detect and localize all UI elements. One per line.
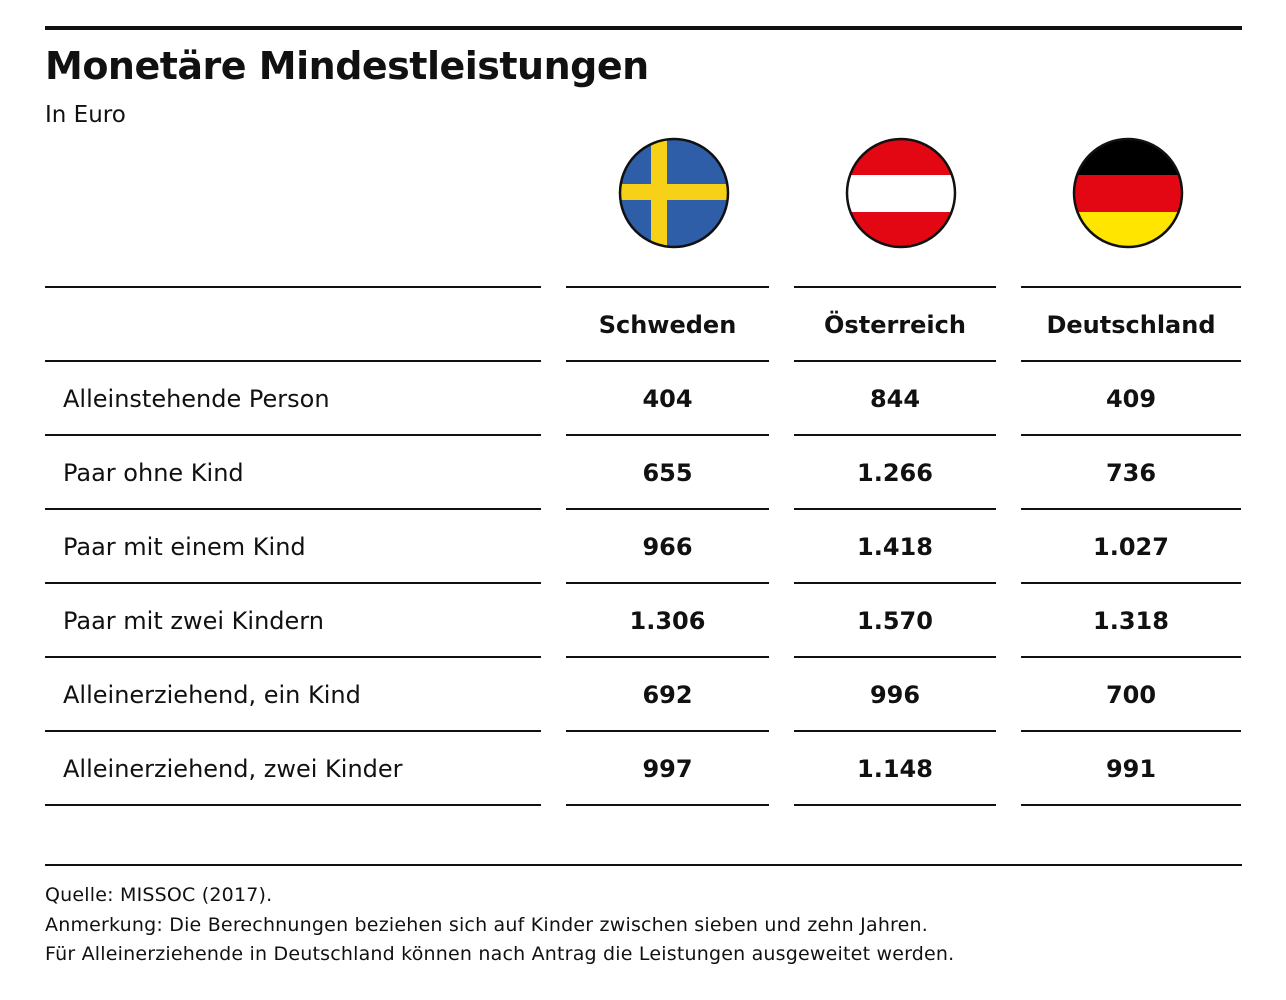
- row-label-paar-ohne-kind: Paar ohne Kind: [63, 459, 244, 487]
- value-cell-oesterreich: 1.570: [857, 607, 933, 635]
- value-cell-deutschland: 1.027: [1093, 533, 1169, 561]
- table-rule: [1021, 508, 1241, 510]
- table-rule: [45, 360, 541, 362]
- value-cell-deutschland: 736: [1105, 459, 1157, 487]
- value-cell-deutschland: 1.318: [1093, 607, 1169, 635]
- table-rule: [794, 730, 996, 732]
- table-rule: [566, 286, 769, 288]
- table-rule: [794, 582, 996, 584]
- table-rule: [566, 656, 769, 658]
- table-rule: [566, 804, 769, 806]
- table-rule: [794, 804, 996, 806]
- table-rule: [1021, 286, 1241, 288]
- table-rule: [794, 656, 996, 658]
- value-cell-oesterreich: 996: [869, 681, 921, 709]
- value-cell-deutschland: 700: [1105, 681, 1157, 709]
- table-rule: [45, 582, 541, 584]
- value-cell-schweden: 692: [642, 681, 693, 709]
- row-label-alleinerziehend-ein-kind: Alleinerziehend, ein Kind: [63, 681, 361, 709]
- value-cell-oesterreich: 1.148: [857, 755, 933, 783]
- sweden-flag-icon: [618, 137, 730, 249]
- table-rule: [45, 286, 541, 288]
- table-rule: [566, 434, 769, 436]
- table-rule: [794, 508, 996, 510]
- value-cell-schweden: 1.306: [629, 607, 706, 635]
- table-rule: [794, 360, 996, 362]
- chart-subtitle: In Euro: [45, 102, 126, 128]
- value-cell-schweden: 997: [642, 755, 693, 783]
- table-rule: [1021, 730, 1241, 732]
- table-rule: [45, 730, 541, 732]
- row-label-alleinerziehend-zwei-kinder: Alleinerziehend, zwei Kinder: [63, 755, 403, 783]
- row-label-paar-mit-einem-kind: Paar mit einem Kind: [63, 533, 306, 561]
- table-rule: [45, 656, 541, 658]
- table-rule: [1021, 360, 1241, 362]
- value-cell-oesterreich: 1.418: [857, 533, 933, 561]
- table-rule: [566, 582, 769, 584]
- germany-flag-icon: [1072, 137, 1184, 249]
- row-label-alleinstehende-person: Alleinstehende Person: [63, 385, 330, 413]
- top-rule: [45, 26, 1242, 30]
- table-rule: [566, 730, 769, 732]
- value-cell-oesterreich: 844: [869, 385, 921, 413]
- table-rule: [45, 508, 541, 510]
- table-rule: [1021, 434, 1241, 436]
- footer-rule: [45, 864, 1242, 866]
- value-cell-schweden: 404: [642, 385, 693, 413]
- table-rule: [566, 508, 769, 510]
- annotation-note-2: Für Alleinerziehende in Deutschland könn…: [45, 943, 955, 965]
- chart-title: Monetäre Mindestleistungen: [45, 44, 649, 88]
- column-header-deutschland: Deutschland: [1046, 311, 1216, 339]
- value-cell-schweden: 655: [642, 459, 693, 487]
- table-rule: [794, 286, 996, 288]
- table-rule: [1021, 582, 1241, 584]
- table-rule: [1021, 656, 1241, 658]
- source-note: Quelle: MISSOC (2017).: [45, 884, 273, 906]
- value-cell-schweden: 966: [642, 533, 693, 561]
- column-header-oesterreich: Österreich: [824, 311, 966, 339]
- annotation-note: Anmerkung: Die Berechnungen beziehen sic…: [45, 914, 929, 936]
- value-cell-deutschland: 409: [1105, 385, 1157, 413]
- value-cell-deutschland: 991: [1105, 755, 1157, 783]
- table-rule: [45, 804, 541, 806]
- row-label-paar-mit-zwei-kindern: Paar mit zwei Kindern: [63, 607, 324, 635]
- table-rule: [566, 360, 769, 362]
- value-cell-oesterreich: 1.266: [857, 459, 933, 487]
- table-rule: [45, 434, 541, 436]
- table-rule: [794, 434, 996, 436]
- column-header-schweden: Schweden: [598, 311, 737, 339]
- table-rule: [1021, 804, 1241, 806]
- austria-flag-icon: [845, 137, 957, 249]
